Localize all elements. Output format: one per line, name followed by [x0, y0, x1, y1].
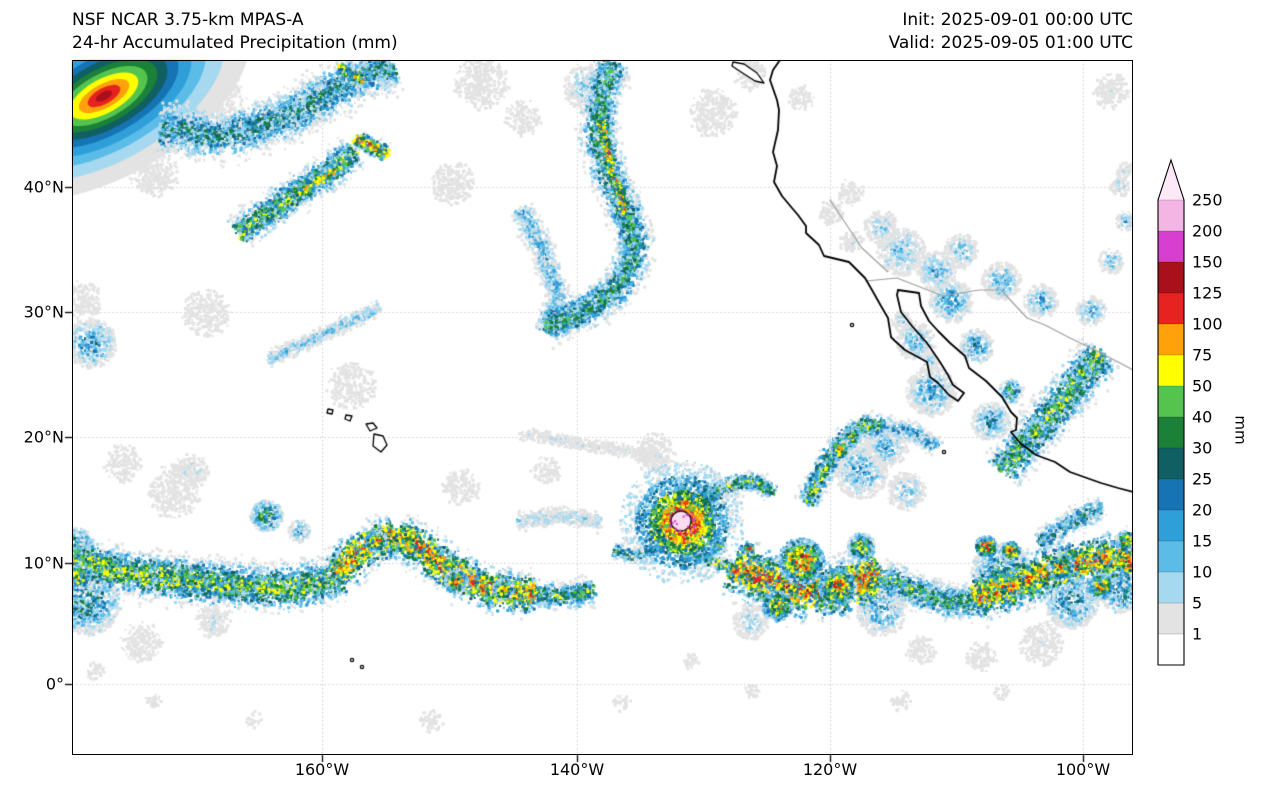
x-tick-label: 140°W [549, 760, 605, 779]
colorbar-tick-label: 75 [1192, 345, 1213, 365]
colorbar-tick-label: 200 [1192, 221, 1223, 241]
x-tick-label: 100°W [1055, 760, 1111, 779]
valid-time-label: Valid: 2025-09-05 01:00 UTC [888, 33, 1133, 53]
colorbar-segment [1158, 293, 1184, 324]
colorbar-tick-label: 10 [1192, 562, 1213, 582]
run-times: Init: 2025-09-01 00:00 UTC Valid: 2025-0… [889, 9, 1133, 55]
y-tick-label: 10°N [23, 553, 64, 573]
colorbar-over-arrow [1158, 160, 1184, 200]
colorbar [1157, 158, 1185, 666]
colorbar-segment [1158, 510, 1184, 541]
colorbar-tick-label: 100 [1192, 314, 1223, 334]
colorbar-segment [1158, 231, 1184, 262]
colorbar-tick-label: 150 [1192, 252, 1223, 272]
y-tick-label: 30°N [23, 302, 64, 322]
colorbar-segment [1158, 200, 1184, 231]
colorbar-tick-label: 1 [1192, 624, 1203, 644]
y-tick-label: 20°N [23, 427, 64, 447]
colorbar-unit-label: mm [1231, 415, 1250, 445]
colorbar-tick-label: 25 [1192, 469, 1213, 489]
field-name: 24-hr Accumulated Precipitation (mm) [72, 33, 398, 53]
init-time-label: Init: 2025-09-01 00:00 UTC [902, 10, 1133, 30]
plot-title: NSF NCAR 3.75-km MPAS-A 24-hr Accumulate… [72, 9, 398, 55]
y-tick-label: 0° [45, 674, 64, 694]
colorbar-tick-label: 40 [1192, 407, 1213, 427]
colorbar-segment [1158, 262, 1184, 293]
colorbar-tick-label: 15 [1192, 531, 1213, 551]
colorbar-segment [1158, 541, 1184, 572]
colorbar-segment-under [1158, 634, 1184, 665]
colorbar-tick-label: 20 [1192, 500, 1213, 520]
colorbar-tick-label: 30 [1192, 438, 1213, 458]
colorbar-segment [1158, 386, 1184, 417]
colorbar-tick-label: 125 [1192, 283, 1223, 303]
colorbar-segment [1158, 355, 1184, 386]
colorbar-segment [1158, 603, 1184, 634]
colorbar-tick-label: 5 [1192, 593, 1203, 613]
colorbar-segment [1158, 572, 1184, 603]
colorbar-segment [1158, 417, 1184, 448]
x-tick-label: 160°W [294, 760, 350, 779]
x-tick-label: 120°W [802, 760, 858, 779]
colorbar-tick-label: 50 [1192, 376, 1213, 396]
colorbar-segment [1158, 324, 1184, 355]
colorbar-segment [1158, 448, 1184, 479]
model-name: NSF NCAR 3.75-km MPAS-A [72, 10, 304, 30]
colorbar-segment [1158, 479, 1184, 510]
colorbar-tick-label: 250 [1192, 190, 1223, 210]
y-tick-label: 40°N [23, 177, 64, 197]
colorbar-outline [1157, 158, 1185, 666]
